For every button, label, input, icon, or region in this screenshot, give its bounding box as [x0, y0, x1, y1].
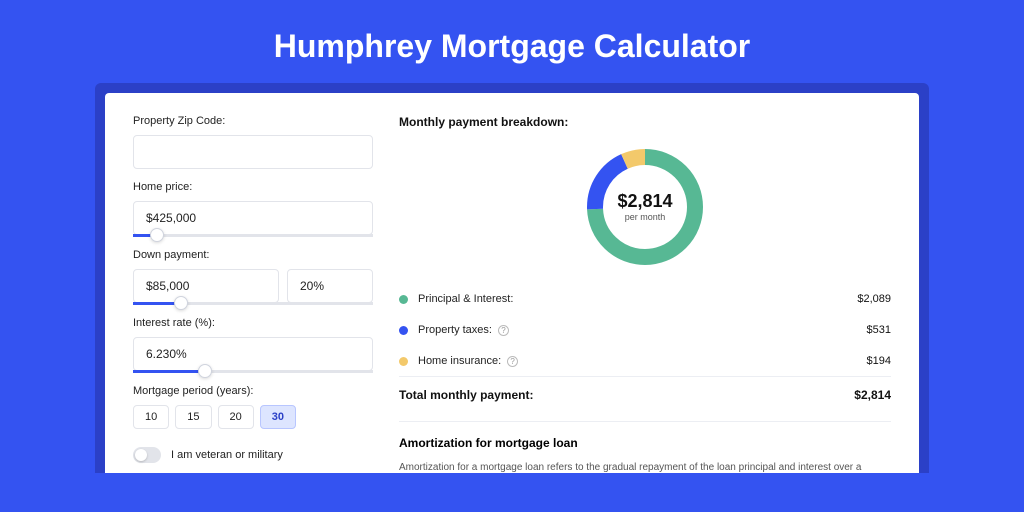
zip-label: Property Zip Code: [133, 115, 373, 127]
amortization-block: Amortization for mortgage loan Amortizat… [399, 421, 891, 473]
total-row: Total monthly payment: $2,814 [399, 376, 891, 413]
zip-input[interactable] [133, 135, 373, 169]
period-btn-20[interactable]: 20 [218, 405, 254, 429]
breakdown-legend: Principal & Interest:$2,089Property taxe… [399, 283, 891, 376]
down-amount-input[interactable] [133, 269, 279, 303]
legend-label: Home insurance:? [418, 355, 867, 367]
zip-field: Property Zip Code: [133, 115, 373, 169]
inputs-column: Property Zip Code: Home price: Down paym… [133, 115, 373, 473]
price-input[interactable] [133, 201, 373, 235]
legend-dot-icon [399, 357, 408, 366]
down-pct-input[interactable] [287, 269, 373, 303]
total-value: $2,814 [854, 388, 891, 402]
info-icon[interactable]: ? [498, 325, 509, 336]
down-slider[interactable] [133, 302, 373, 305]
amortization-text: Amortization for a mortgage loan refers … [399, 460, 891, 473]
veteran-row: I am veteran or military [133, 447, 373, 463]
legend-row-0: Principal & Interest:$2,089 [399, 283, 891, 314]
legend-value: $2,089 [857, 293, 891, 305]
legend-value: $531 [867, 324, 891, 336]
period-btn-15[interactable]: 15 [175, 405, 211, 429]
amortization-title: Amortization for mortgage loan [399, 436, 891, 450]
legend-label: Principal & Interest: [418, 293, 857, 305]
legend-row-2: Home insurance:?$194 [399, 345, 891, 376]
calculator-outer: Property Zip Code: Home price: Down paym… [95, 83, 929, 473]
price-label: Home price: [133, 181, 373, 193]
calculator-card: Property Zip Code: Home price: Down paym… [105, 93, 919, 473]
period-btn-10[interactable]: 10 [133, 405, 169, 429]
veteran-toggle[interactable] [133, 447, 161, 463]
down-label: Down payment: [133, 249, 373, 261]
donut-amount: $2,814 [617, 191, 672, 211]
legend-dot-icon [399, 295, 408, 304]
down-field: Down payment: [133, 249, 373, 305]
breakdown-column: Monthly payment breakdown: $2,814per mon… [399, 115, 891, 473]
period-label: Mortgage period (years): [133, 385, 373, 397]
price-field: Home price: [133, 181, 373, 237]
down-slider-thumb[interactable] [174, 296, 188, 310]
legend-label: Property taxes:? [418, 324, 867, 336]
page-title: Humphrey Mortgage Calculator [0, 0, 1024, 83]
veteran-label: I am veteran or military [171, 449, 283, 461]
legend-dot-icon [399, 326, 408, 335]
period-btn-30[interactable]: 30 [260, 405, 296, 429]
period-options: 1015 2030 [133, 405, 373, 429]
legend-value: $194 [867, 355, 891, 367]
period-field: Mortgage period (years): 1015 2030 [133, 385, 373, 429]
breakdown-title: Monthly payment breakdown: [399, 115, 891, 129]
info-icon[interactable]: ? [507, 356, 518, 367]
rate-input[interactable] [133, 337, 373, 371]
donut-subtext: per month [625, 212, 666, 222]
price-slider[interactable] [133, 234, 373, 237]
rate-field: Interest rate (%): [133, 317, 373, 373]
total-label: Total monthly payment: [399, 388, 533, 402]
rate-slider-thumb[interactable] [198, 364, 212, 378]
price-slider-thumb[interactable] [150, 228, 164, 242]
rate-label: Interest rate (%): [133, 317, 373, 329]
legend-row-1: Property taxes:?$531 [399, 314, 891, 345]
rate-slider[interactable] [133, 370, 373, 373]
donut-chart: $2,814per month [399, 139, 891, 283]
